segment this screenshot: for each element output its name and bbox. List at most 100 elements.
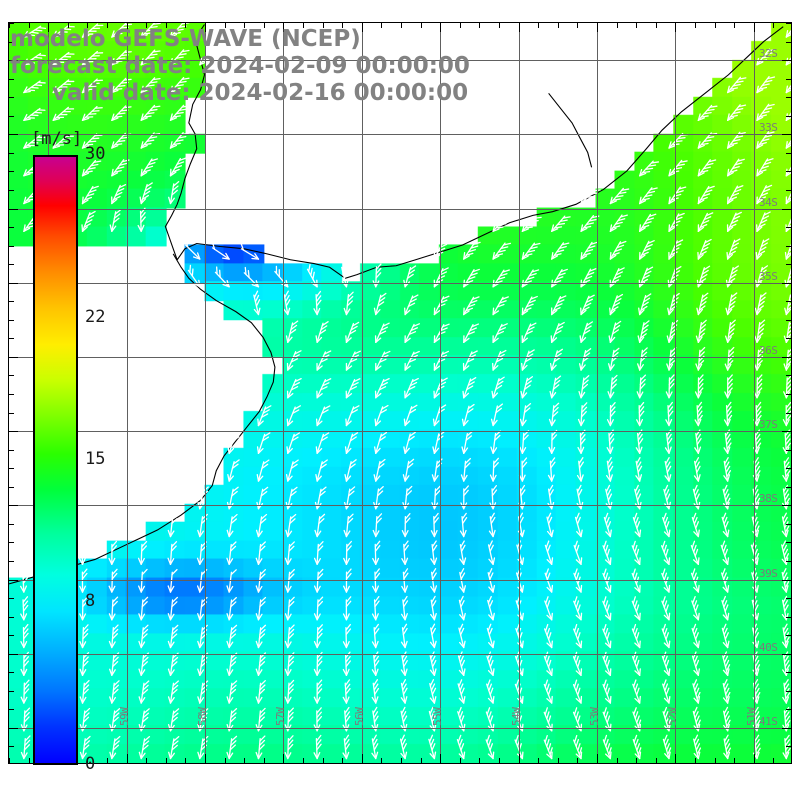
plot-frame: 60W59W58W57W56W55W54W53W52W51W 32S33S34S… (8, 22, 792, 764)
axis-tick-minor (87, 23, 89, 28)
axis-tick-minor (322, 23, 324, 28)
axis-tick-minor (165, 758, 167, 763)
axis-tick-minor (440, 758, 442, 763)
lat-tick-label: 35S (759, 269, 778, 283)
axis-tick-minor (283, 758, 285, 763)
axis-tick-minor (675, 23, 677, 28)
axis-tick-minor (205, 23, 206, 28)
axis-tick-minor (126, 23, 128, 28)
axis-tick-minor (577, 758, 579, 763)
colorbar-tick-15: 15 (85, 449, 106, 469)
axis-tick-minor (146, 758, 148, 763)
axis-tick-minor (786, 282, 791, 284)
axis-tick-minor (9, 709, 14, 711)
axis-tick-minor (420, 758, 422, 763)
lon-tick-label: 52W (666, 707, 680, 726)
axis-tick-minor (786, 338, 791, 340)
axis-tick-minor (263, 758, 265, 763)
axis-tick-minor (342, 23, 344, 28)
axis-tick-minor (786, 486, 791, 488)
axis-tick-minor (9, 431, 14, 433)
axis-tick-minor (9, 727, 14, 729)
axis-tick-minor (557, 23, 559, 28)
axis-tick-minor (786, 23, 791, 24)
axis-tick-minor (786, 431, 791, 433)
lat-tick-label: 36S (759, 343, 778, 357)
axis-tick-minor (786, 709, 791, 711)
axis-tick-minor (205, 758, 206, 763)
axis-tick-minor (786, 672, 791, 674)
axis-tick-minor (9, 542, 14, 544)
axis-tick-minor (9, 523, 14, 525)
axis-tick-minor (9, 579, 14, 581)
axis-tick-minor (786, 394, 791, 395)
axis-tick-minor (786, 208, 791, 210)
lat-tick-label: 33S (759, 121, 778, 135)
axis-tick-minor (87, 758, 89, 763)
axis-tick-minor (786, 190, 791, 191)
axis-tick-minor (786, 41, 791, 43)
lon-tick-label: 55W (431, 707, 445, 726)
axis-tick-minor (786, 542, 791, 544)
axis-tick-minor (786, 746, 791, 748)
axis-tick-minor (786, 97, 791, 99)
axis-tick-minor (786, 690, 791, 692)
axis-tick-minor (786, 635, 791, 637)
axis-tick-minor (577, 23, 579, 28)
axis-tick-minor (342, 758, 344, 763)
axis-tick-minor (734, 758, 736, 763)
axis-tick-minor (753, 758, 755, 763)
axis-tick-minor (420, 23, 422, 28)
lat-tick-label: 39S (759, 566, 778, 580)
lon-tick-label: 58W (196, 707, 209, 726)
axis-tick-minor (9, 690, 14, 692)
axis-tick-minor (303, 23, 304, 28)
axis-tick-minor (597, 23, 598, 28)
axis-tick-minor (499, 758, 500, 763)
axis-tick-minor (9, 560, 14, 562)
axis-tick-minor (786, 171, 791, 173)
axis-tick-minor (401, 23, 402, 28)
axis-tick-minor (786, 78, 791, 80)
axis-tick-minor (655, 758, 657, 763)
axis-tick-minor (9, 190, 14, 191)
axis-tick-minor (9, 264, 14, 266)
axis-tick-minor (786, 134, 791, 136)
axis-tick-minor (146, 23, 148, 28)
axis-tick-minor (786, 264, 791, 266)
axis-tick-minor (126, 758, 128, 763)
axis-tick-minor (616, 23, 618, 28)
axis-tick-minor (773, 23, 775, 28)
axis-tick-minor (185, 758, 187, 763)
axis-tick-minor (786, 356, 791, 358)
axis-tick-minor (9, 41, 14, 43)
axis-tick-minor (9, 23, 10, 28)
axis-tick-minor (9, 301, 14, 303)
axis-tick-minor (9, 486, 14, 488)
axis-tick-minor (9, 356, 14, 358)
axis-tick-minor (786, 560, 791, 562)
axis-tick-minor (9, 152, 14, 154)
axis-tick-minor (381, 23, 383, 28)
lat-tick-label: 38S (759, 492, 778, 506)
axis-tick-minor (165, 23, 167, 28)
axis-tick-minor (9, 449, 14, 451)
axis-tick-minor (9, 412, 14, 414)
axis-tick-minor (9, 505, 14, 507)
axis-tick-minor (107, 758, 108, 763)
axis-tick-minor (786, 227, 791, 229)
axis-tick-minor (786, 60, 791, 62)
axis-tick-minor (9, 375, 14, 377)
axis-tick-minor (786, 468, 791, 470)
axis-tick-minor (557, 758, 559, 763)
axis-tick-minor (459, 23, 461, 28)
axis-tick-minor (479, 758, 481, 763)
axis-tick-minor (9, 394, 14, 395)
axis-tick-minor (224, 758, 226, 763)
axis-tick-minor (9, 672, 14, 674)
axis-tick-minor (244, 23, 246, 28)
axis-tick-minor (322, 758, 324, 763)
axis-tick-minor (499, 23, 500, 28)
lon-tick-label: 56W (352, 707, 366, 726)
